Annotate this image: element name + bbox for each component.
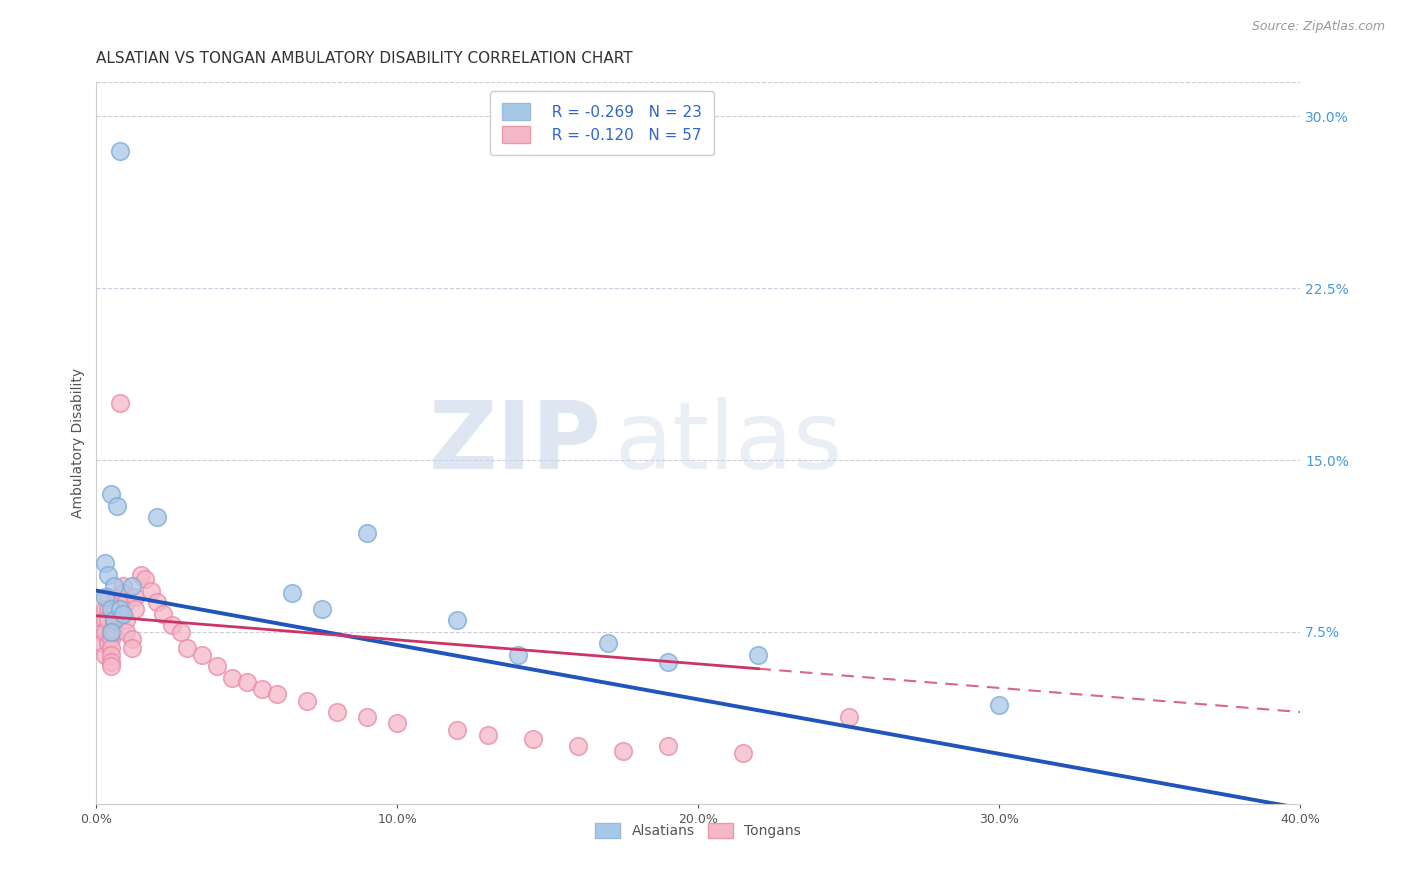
Point <box>97 591 120 605</box>
Point <box>94 624 117 639</box>
Point <box>107 499 129 513</box>
Point <box>94 556 117 570</box>
Point <box>131 567 153 582</box>
Point <box>100 632 122 646</box>
Point <box>160 618 183 632</box>
Point <box>190 648 212 662</box>
Point <box>506 648 529 662</box>
Point <box>103 613 125 627</box>
Point <box>97 636 120 650</box>
Point <box>446 723 468 738</box>
Point <box>100 659 122 673</box>
Point <box>121 579 143 593</box>
Point <box>94 602 117 616</box>
Point <box>139 583 162 598</box>
Point <box>103 579 125 593</box>
Point <box>596 636 619 650</box>
Point <box>103 613 125 627</box>
Point <box>110 602 132 616</box>
Point <box>124 602 146 616</box>
Point <box>266 687 288 701</box>
Point <box>100 624 122 639</box>
Text: atlas: atlas <box>614 397 842 489</box>
Point <box>115 624 138 639</box>
Point <box>387 716 409 731</box>
Point <box>205 659 228 673</box>
Point <box>107 591 129 605</box>
Point <box>152 607 174 621</box>
Point <box>221 671 243 685</box>
Point <box>145 510 167 524</box>
Point <box>100 602 122 616</box>
Text: ALSATIAN VS TONGAN AMBULATORY DISABILITY CORRELATION CHART: ALSATIAN VS TONGAN AMBULATORY DISABILITY… <box>97 51 633 66</box>
Point <box>446 613 468 627</box>
Point <box>145 595 167 609</box>
Point <box>94 613 117 627</box>
Point <box>295 693 318 707</box>
Point <box>94 591 117 605</box>
Point <box>988 698 1011 713</box>
Point <box>477 728 499 742</box>
Point <box>110 144 132 158</box>
Point <box>124 591 146 605</box>
Point <box>121 632 143 646</box>
Point <box>91 624 114 639</box>
Point <box>747 648 769 662</box>
Point <box>522 732 544 747</box>
Point <box>733 746 755 760</box>
Point <box>110 602 132 616</box>
Point <box>134 572 156 586</box>
Point <box>612 744 634 758</box>
Point <box>97 567 120 582</box>
Point <box>176 640 198 655</box>
Text: ZIP: ZIP <box>429 397 602 489</box>
Point <box>100 640 122 655</box>
Point <box>356 526 378 541</box>
Point <box>657 655 679 669</box>
Point <box>115 595 138 609</box>
Point <box>112 607 135 621</box>
Point <box>112 579 135 593</box>
Point <box>97 602 120 616</box>
Point <box>94 648 117 662</box>
Point <box>281 586 304 600</box>
Legend: Alsatians, Tongans: Alsatians, Tongans <box>589 817 807 844</box>
Point <box>110 396 132 410</box>
Point <box>103 624 125 639</box>
Point <box>567 739 589 754</box>
Point <box>121 640 143 655</box>
Point <box>250 682 273 697</box>
Point <box>169 624 191 639</box>
Point <box>115 613 138 627</box>
Point <box>236 675 259 690</box>
Point <box>100 648 122 662</box>
Point <box>97 613 120 627</box>
Point <box>100 624 122 639</box>
Point <box>657 739 679 754</box>
Point <box>326 705 349 719</box>
Point <box>112 586 135 600</box>
Point <box>100 487 122 501</box>
Point <box>311 602 333 616</box>
Point <box>838 709 860 723</box>
Y-axis label: Ambulatory Disability: Ambulatory Disability <box>72 368 86 518</box>
Point <box>356 709 378 723</box>
Point <box>91 636 114 650</box>
Text: Source: ZipAtlas.com: Source: ZipAtlas.com <box>1251 20 1385 33</box>
Point <box>103 602 125 616</box>
Point <box>100 655 122 669</box>
